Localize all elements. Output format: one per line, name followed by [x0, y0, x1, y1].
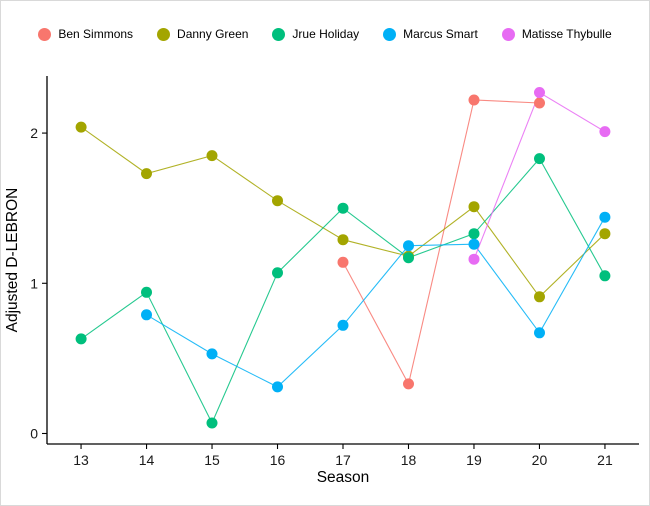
legend-label: Matisse Thybulle: [521, 27, 612, 41]
data-point: [206, 417, 218, 429]
data-point: [468, 94, 480, 106]
data-point: [403, 240, 414, 252]
legend-marker-icon: [157, 27, 171, 41]
data-point: [534, 87, 545, 98]
legend-item: Ben Simmons: [38, 27, 133, 41]
data-point: [534, 327, 545, 339]
data-point: [272, 381, 283, 393]
x-tick-label: 15: [204, 452, 220, 468]
data-point: [403, 252, 414, 264]
data-point: [534, 97, 545, 109]
x-tick-label: 21: [597, 452, 613, 468]
data-point: [599, 126, 611, 138]
x-tick-label: 20: [532, 452, 548, 468]
x-axis-title: Season: [317, 469, 370, 486]
legend-item: Marcus Smart: [383, 27, 478, 41]
x-tick-label: 14: [139, 452, 155, 468]
x-tick-label: 17: [335, 452, 351, 468]
series-layer: [75, 87, 611, 429]
data-point: [75, 333, 87, 345]
y-axis-title: Adjusted D-LEBRON: [4, 188, 21, 333]
data-point: [403, 378, 414, 390]
x-tick-label: 18: [401, 452, 417, 468]
data-point: [337, 202, 349, 214]
series-line: [342, 99, 540, 386]
y-tick-label: 0: [30, 425, 38, 441]
data-point: [337, 234, 349, 246]
legend-marker-icon: [38, 27, 52, 41]
legend: Ben Simmons Danny Green Jrue Holiday Marcus…: [1, 27, 649, 41]
data-point: [141, 286, 152, 298]
data-point: [272, 267, 283, 279]
legend-label: Marcus Smart: [403, 27, 478, 41]
data-point: [141, 168, 152, 180]
legend-label: Danny Green: [177, 27, 249, 41]
legend-marker-icon: [383, 27, 397, 41]
data-point: [337, 256, 349, 268]
data-point: [141, 309, 152, 321]
x-tick-label: 19: [466, 452, 482, 468]
data-point: [468, 253, 480, 265]
legend-label: Ben Simmons: [58, 27, 134, 41]
legend-label: Jrue Holiday: [292, 27, 360, 41]
data-point: [534, 291, 545, 303]
x-tick-label: 13: [73, 452, 89, 468]
series-line: [146, 216, 606, 388]
data-point: [468, 201, 480, 213]
data-point: [337, 319, 349, 331]
legend-marker-icon: [272, 27, 286, 41]
legend-item: Matisse Thybulle: [501, 27, 612, 41]
data-point: [599, 270, 611, 282]
data-point: [468, 228, 480, 240]
data-point: [599, 228, 611, 240]
data-point: [206, 348, 218, 360]
legend-marker-icon: [501, 27, 515, 41]
data-point: [599, 211, 611, 223]
y-tick-label: 1: [30, 275, 38, 291]
data-point: [534, 153, 545, 165]
data-point: [206, 150, 218, 162]
series-line: [80, 157, 606, 425]
x-tick-label: 16: [270, 452, 286, 468]
data-point: [468, 238, 480, 250]
legend-item: Jrue Holiday: [272, 27, 359, 41]
data-point: [75, 121, 87, 133]
y-tick-label: 2: [30, 125, 38, 141]
legend-item: Danny Green: [157, 27, 248, 41]
data-point: [272, 195, 283, 207]
